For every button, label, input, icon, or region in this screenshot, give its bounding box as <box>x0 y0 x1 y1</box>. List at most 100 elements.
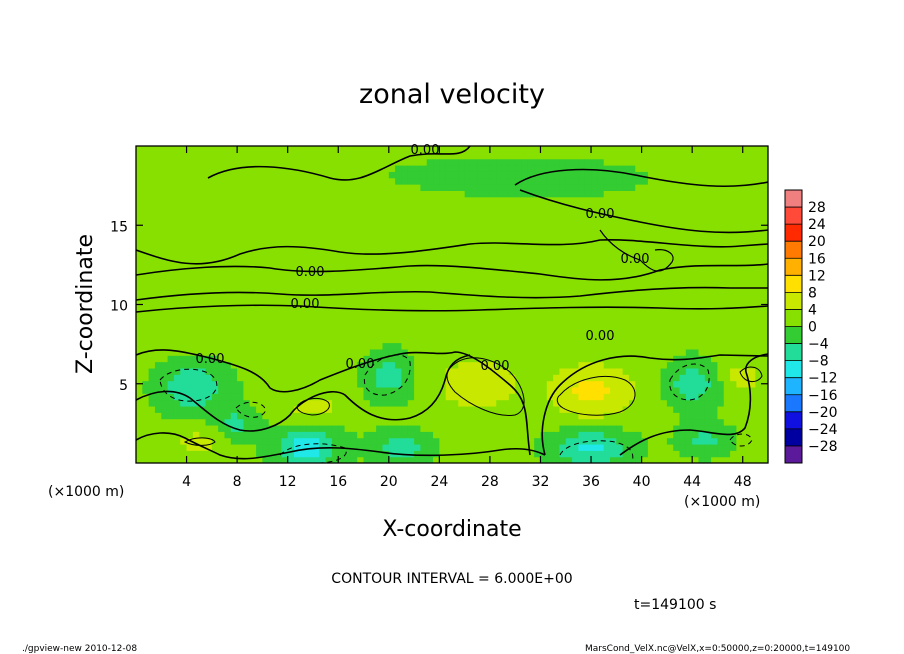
heatmap-cell <box>268 405 276 413</box>
heatmap-cell <box>224 279 232 287</box>
heatmap-cell <box>496 456 504 463</box>
heatmap-cell <box>647 177 655 185</box>
heatmap-cell <box>211 348 219 356</box>
heatmap-cell <box>300 374 308 382</box>
heatmap-cell <box>666 298 674 306</box>
heatmap-cell <box>470 456 478 463</box>
heatmap-cell <box>173 399 181 407</box>
heatmap-cell <box>711 418 719 426</box>
heatmap-cell <box>433 266 440 274</box>
heatmap-cell <box>603 367 611 375</box>
heatmap-cell <box>635 317 643 325</box>
heatmap-cell <box>312 146 320 153</box>
heatmap-cell <box>205 336 213 344</box>
heatmap-cell <box>205 171 213 179</box>
heatmap-cell <box>635 222 643 230</box>
heatmap-cell <box>294 158 301 166</box>
heatmap-cell <box>692 456 700 463</box>
heatmap-cell <box>395 456 403 463</box>
heatmap-cell <box>256 228 263 236</box>
heatmap-cell <box>673 146 681 153</box>
heatmap-cell <box>319 203 327 210</box>
heatmap-cell <box>218 203 226 210</box>
heatmap-cell <box>363 355 371 363</box>
heatmap-cell <box>256 209 263 217</box>
heatmap-cell <box>433 342 440 350</box>
heatmap-cell <box>199 374 207 382</box>
heatmap-cell <box>237 247 245 255</box>
heatmap-cell <box>483 184 491 191</box>
heatmap-cell <box>521 367 529 375</box>
heatmap-cell <box>502 424 510 432</box>
heatmap-cell <box>388 152 396 160</box>
heatmap-cell <box>685 418 693 426</box>
heatmap-cell <box>439 266 447 274</box>
heatmap-cell <box>704 285 712 293</box>
heatmap-cell <box>610 418 617 426</box>
heatmap-cell <box>319 437 327 445</box>
heatmap-cell <box>742 355 750 363</box>
heatmap-cell <box>249 190 257 198</box>
heatmap-cell <box>338 260 346 268</box>
heatmap-cell <box>692 152 700 160</box>
heatmap-cell <box>249 310 257 318</box>
heatmap-cell <box>736 171 744 179</box>
heatmap-cell <box>243 272 251 280</box>
heatmap-cell <box>723 253 731 261</box>
heatmap-cell <box>692 317 700 325</box>
heatmap-cell <box>199 158 207 166</box>
heatmap-cell <box>237 348 245 356</box>
heatmap-cell <box>407 272 415 280</box>
heatmap-cell <box>508 285 516 293</box>
heatmap-cell <box>565 450 573 458</box>
heatmap-cell <box>673 456 681 463</box>
heatmap-cell <box>616 253 624 261</box>
heatmap-cell <box>136 412 143 420</box>
heatmap-cell <box>281 196 289 204</box>
heatmap-cell <box>584 215 592 223</box>
heatmap-cell <box>369 253 377 261</box>
heatmap-cell <box>325 437 333 445</box>
heatmap-cell <box>350 310 358 318</box>
heatmap-cell <box>369 260 377 268</box>
heatmap-cell <box>433 165 440 172</box>
heatmap-cell <box>192 323 200 331</box>
heatmap-cell <box>199 228 207 236</box>
heatmap-cell <box>369 241 377 249</box>
heatmap-cell <box>439 158 447 166</box>
heatmap-cell <box>540 399 548 407</box>
heatmap-cell <box>312 228 320 236</box>
heatmap-cell <box>584 171 592 179</box>
heatmap-cell <box>331 348 339 356</box>
heatmap-cell <box>192 222 200 230</box>
heatmap-cell <box>723 367 731 375</box>
heatmap-cell <box>698 190 706 198</box>
heatmap-cell <box>496 399 504 407</box>
heatmap-cell <box>199 298 207 306</box>
heatmap-cell <box>192 298 200 306</box>
heatmap-cell <box>401 152 409 160</box>
heatmap-cell <box>369 266 377 274</box>
heatmap-cell <box>685 260 693 268</box>
heatmap-cell <box>363 380 371 388</box>
heatmap-cell <box>692 209 700 217</box>
heatmap-cell <box>477 317 485 325</box>
heatmap-cell <box>331 171 339 179</box>
heatmap-cell <box>553 146 561 153</box>
heatmap-cell <box>407 266 415 274</box>
heatmap-cell <box>401 209 409 217</box>
heatmap-cell <box>167 431 175 439</box>
heatmap-cell <box>205 304 213 312</box>
heatmap-cell <box>603 272 611 280</box>
heatmap-cell <box>610 342 617 350</box>
heatmap-cell <box>243 260 251 268</box>
heatmap-cell <box>312 374 320 382</box>
heatmap-cell <box>338 450 346 458</box>
heatmap-cell <box>173 386 181 394</box>
heatmap-cell <box>736 298 744 306</box>
heatmap-cell <box>306 215 314 223</box>
heatmap-cell <box>452 361 459 369</box>
heatmap-cell <box>388 298 396 306</box>
heatmap-cell <box>553 437 561 445</box>
heatmap-cell <box>616 196 624 204</box>
